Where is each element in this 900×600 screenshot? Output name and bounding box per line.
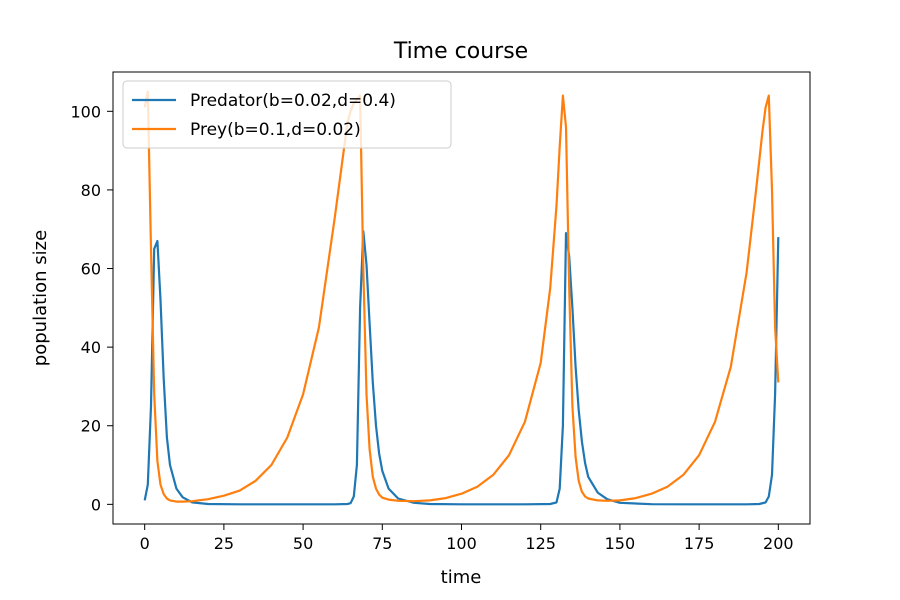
legend-box — [122, 80, 452, 149]
x-tick-label: 200 — [763, 534, 794, 553]
legend: Predator(b=0.02,d=0.4) Prey(b=0.1,d=0.02… — [122, 80, 452, 149]
y-tick-label: 60 — [81, 260, 101, 279]
x-axis: 0 25 50 75 100 125 150 175 200 — [140, 524, 794, 553]
x-tick-label: 175 — [684, 534, 715, 553]
y-tick-label: 20 — [81, 417, 101, 436]
y-tick-label: 80 — [81, 181, 101, 200]
x-tick-label: 125 — [525, 534, 556, 553]
x-axis-label: time — [441, 567, 482, 588]
x-tick-label: 75 — [372, 534, 392, 553]
y-axis: 0 20 40 60 80 100 — [70, 102, 113, 514]
prey-line — [143, 90, 780, 503]
y-axis-label: population size — [30, 230, 51, 366]
series-layer — [143, 90, 780, 506]
x-tick-label: 150 — [605, 534, 636, 553]
predator-line — [143, 230, 780, 506]
x-tick-label: 100 — [446, 534, 477, 553]
x-tick-label: 0 — [140, 534, 150, 553]
y-tick-label: 0 — [91, 495, 101, 514]
y-tick-label: 100 — [70, 102, 101, 121]
legend-label-prey: Prey(b=0.1,d=0.02) — [190, 120, 361, 140]
x-tick-label: 25 — [214, 534, 234, 553]
chart-title: Time course — [393, 39, 528, 64]
legend-label-predator: Predator(b=0.02,d=0.4) — [190, 91, 396, 111]
x-tick-label: 50 — [293, 534, 313, 553]
y-tick-label: 40 — [81, 338, 101, 357]
